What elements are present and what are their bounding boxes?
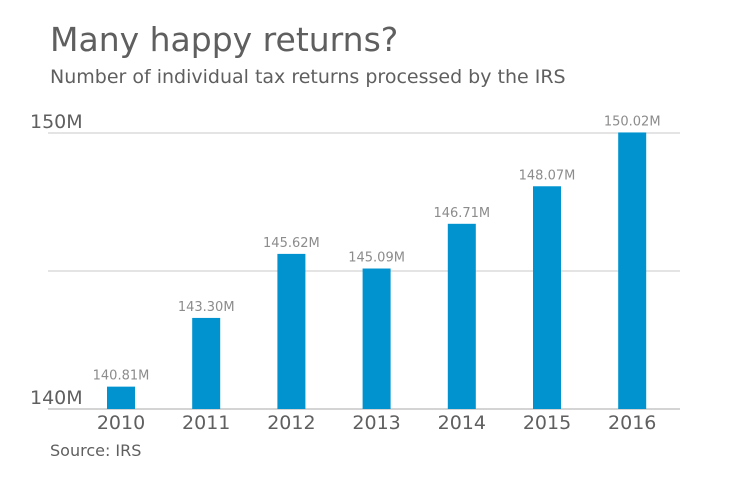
x-tick-label: 2011 <box>182 412 230 434</box>
data-label: 140.81M <box>93 369 150 384</box>
x-tick-label: 2015 <box>523 412 571 434</box>
y-tick-label: 150M <box>30 111 83 133</box>
bar-2010 <box>107 386 135 409</box>
chart-subtitle: Number of individual tax returns process… <box>50 66 566 88</box>
x-tick-label: 2016 <box>608 412 656 434</box>
bar-2011 <box>192 317 221 409</box>
y-tick-label: 140M <box>30 387 83 409</box>
x-tick-label: 2013 <box>352 412 400 434</box>
data-label: 143.30M <box>178 300 235 315</box>
data-label: 145.62M <box>263 236 320 251</box>
data-label: 148.07M <box>519 168 576 183</box>
x-tick-label: 2014 <box>438 412 486 434</box>
bar-2012 <box>277 253 306 409</box>
data-label: 150.02M <box>604 114 661 129</box>
x-tick-label: 2010 <box>97 412 145 434</box>
source-note: Source: IRS <box>50 441 142 460</box>
bar-2013 <box>362 268 391 409</box>
bar-2015 <box>533 186 561 409</box>
bar-2014 <box>447 223 476 409</box>
bar-2016 <box>618 132 647 409</box>
data-label: 146.71M <box>433 206 490 221</box>
x-tick-label: 2012 <box>267 412 315 434</box>
chart-title: Many happy returns? <box>50 20 399 59</box>
data-label: 145.09M <box>348 251 405 266</box>
